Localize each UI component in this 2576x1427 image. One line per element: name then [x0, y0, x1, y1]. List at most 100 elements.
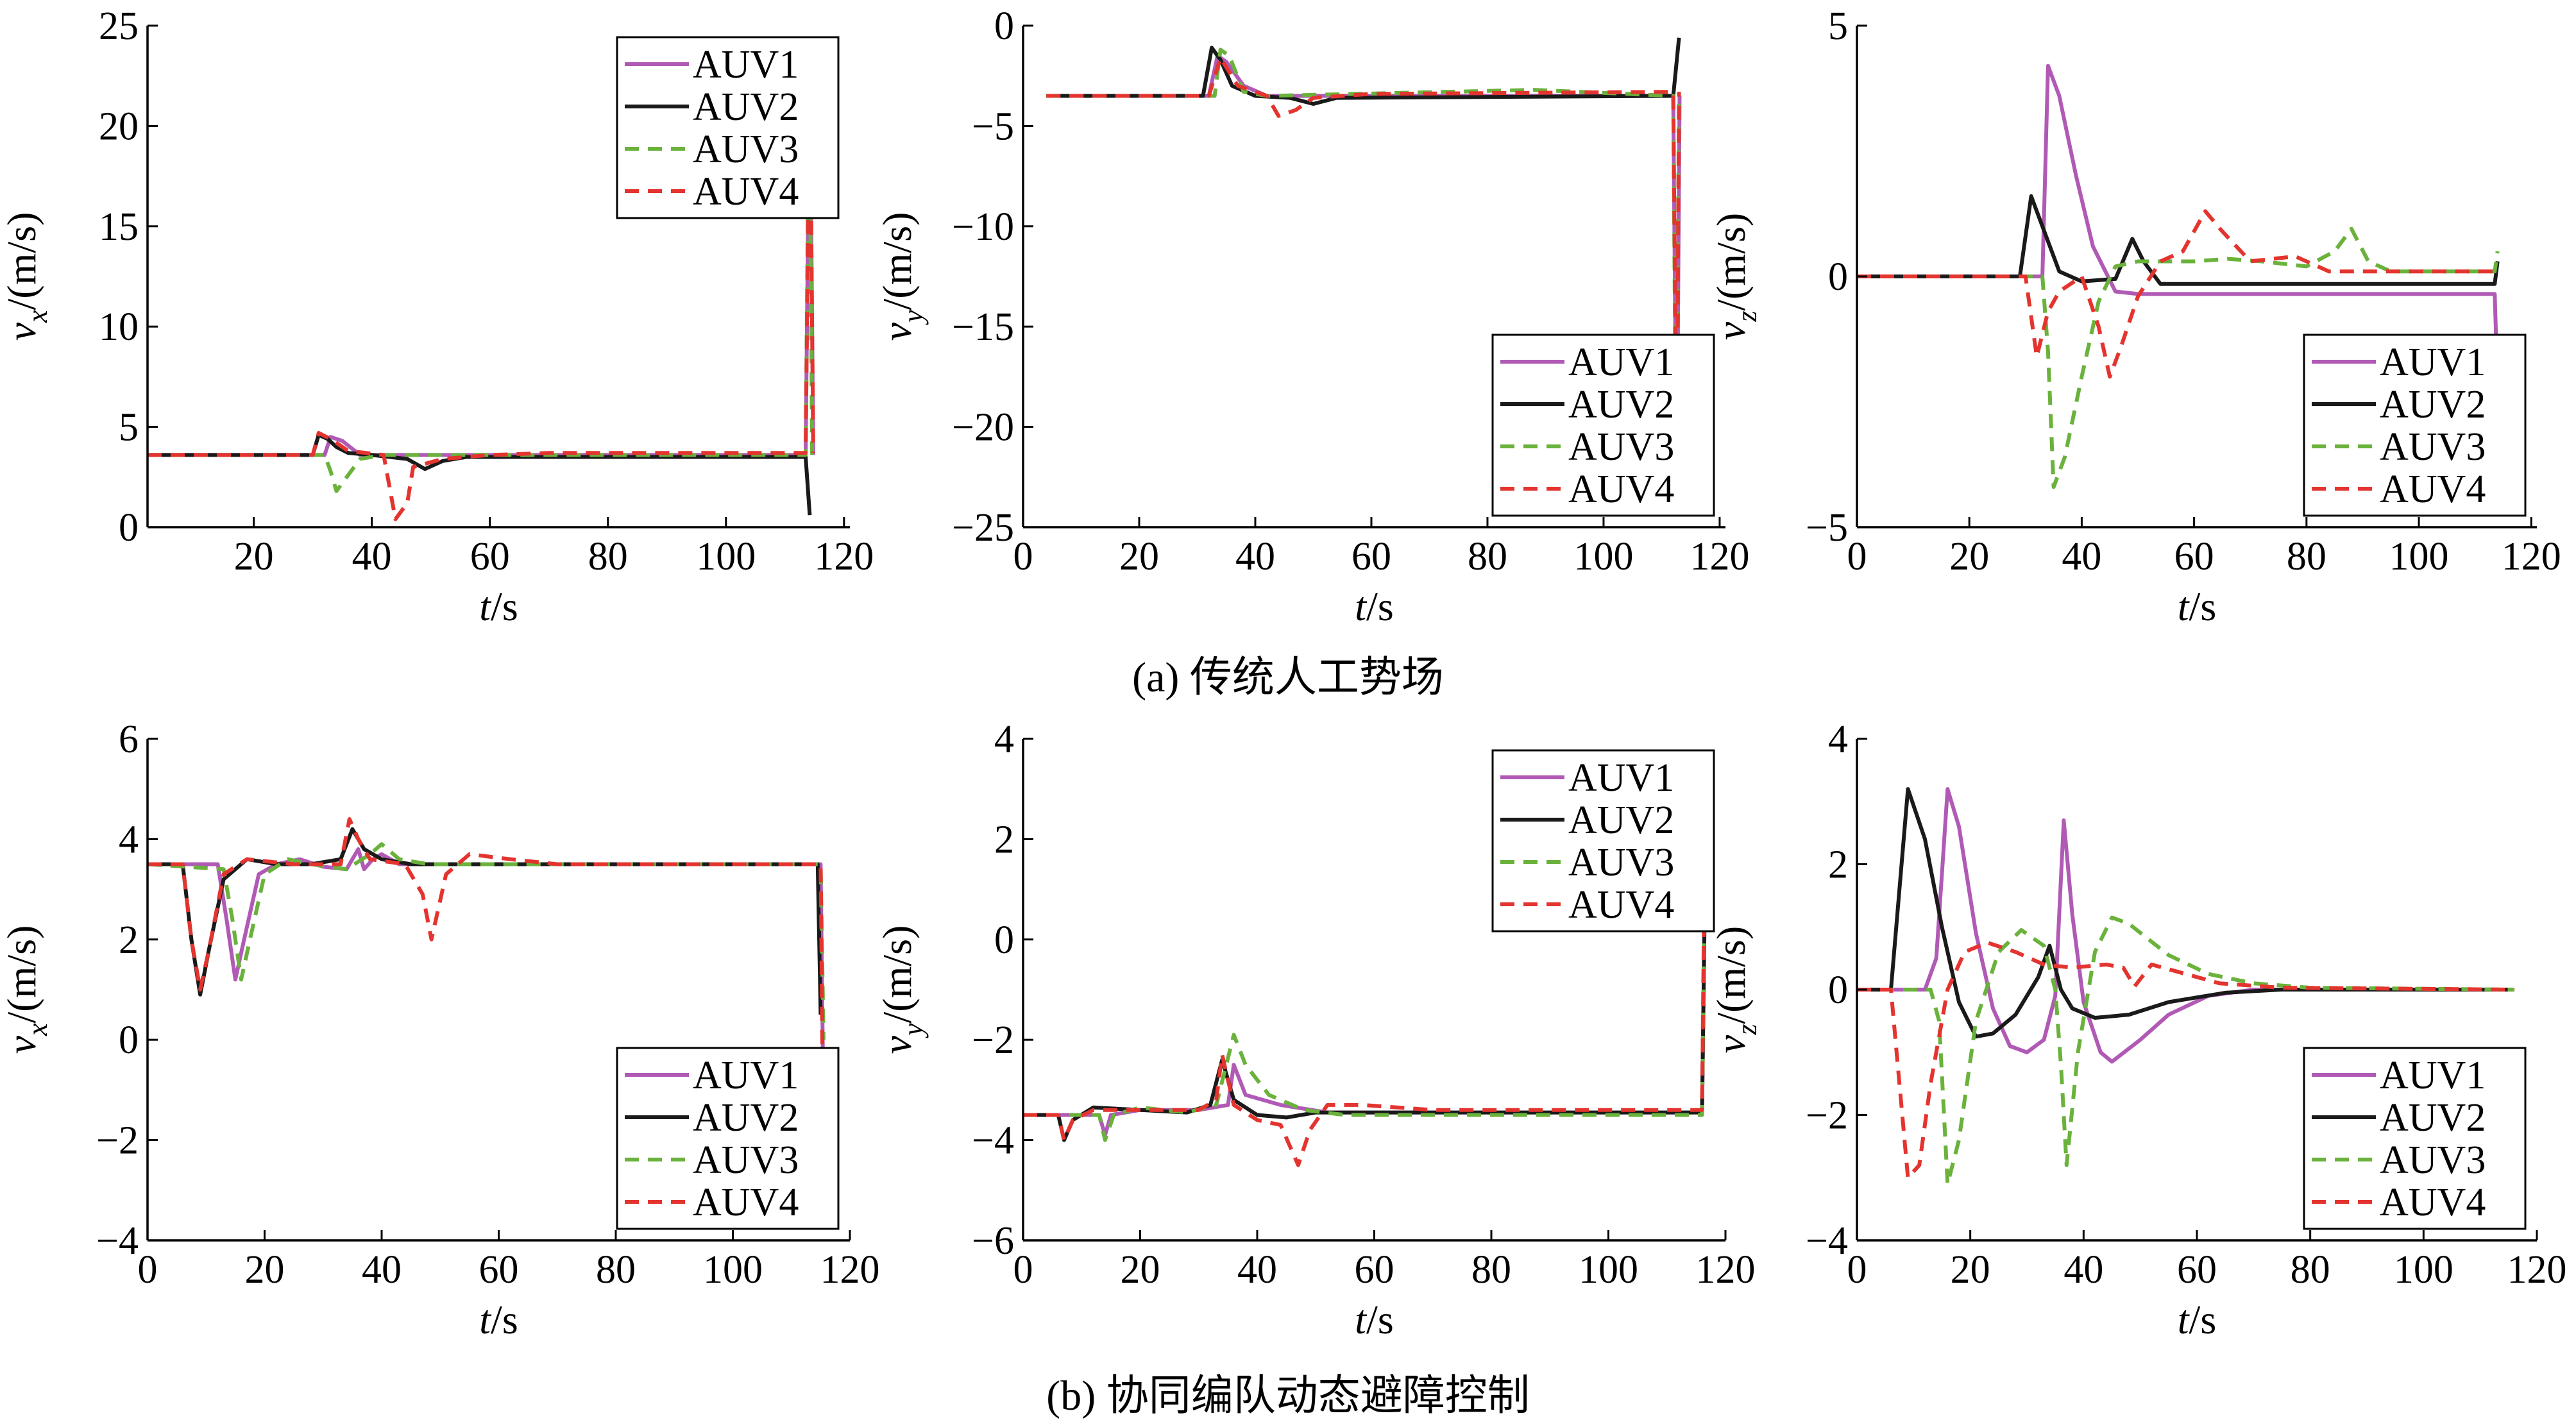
caption-a: (a) 传统人工势场 — [1132, 654, 1444, 701]
legend-label-auv4: AUV4 — [2380, 1181, 2486, 1224]
y-tick-label: −25 — [952, 506, 1014, 550]
x-tick-label: 0 — [138, 1248, 158, 1292]
series-line-auv3 — [1857, 915, 2514, 1186]
legend-label-auv3: AUV3 — [693, 128, 799, 171]
x-tick-label: 120 — [1690, 535, 1749, 578]
caption-b: (b) 协同编队动态避障控制 — [1046, 1372, 1529, 1419]
chart-panel-4: 0 20 40 60 80 100 120−4−20246t/svx/(m/s)AUV1AU… — [0, 718, 880, 1342]
y-tick-label: −5 — [1806, 506, 1848, 550]
series-line-auv4 — [1857, 209, 2498, 379]
x-tick-label: 80 — [2291, 1248, 2330, 1292]
y-tick-label: 10 — [99, 305, 139, 349]
x-tick-label: 120 — [2502, 535, 2561, 578]
x-tick-label: 20 — [1121, 1248, 1160, 1292]
x-tick-label: 60 — [2177, 1248, 2217, 1292]
legend-label-auv3: AUV3 — [693, 1138, 799, 1182]
y-tick-label: 25 — [99, 4, 139, 48]
legend-box — [616, 36, 840, 219]
series-line-auv2 — [1857, 194, 2500, 286]
series-line-auv1 — [1857, 63, 2500, 387]
y-axis-label: vx/(m/s) — [0, 925, 53, 1054]
legend-box — [616, 1047, 840, 1230]
x-tick-label: 100 — [1573, 535, 1633, 578]
y-tick-label: 4 — [119, 818, 139, 861]
legend-label-auv2: AUV2 — [1568, 383, 1674, 426]
y-tick-label: 2 — [994, 818, 1014, 861]
legend-label-auv1: AUV1 — [1568, 341, 1674, 384]
x-tick-label: 100 — [2389, 535, 2449, 578]
y-tick-label: 4 — [1828, 718, 1848, 761]
x-tick-label: 40 — [362, 1248, 402, 1292]
legend-label-auv2: AUV2 — [693, 85, 799, 129]
x-axis-label: t/s — [479, 584, 518, 629]
chart-panel-1: 20 40 60 80 100 1200510152025t/svx/(m/s)AUV1A… — [0, 4, 874, 629]
y-tick-label: 0 — [1828, 255, 1848, 299]
y-axis-label: vz/(m/s) — [1708, 926, 1763, 1053]
series-line-auv2 — [148, 433, 812, 516]
x-tick-label: 120 — [814, 535, 874, 578]
x-tick-label: 80 — [588, 535, 628, 578]
y-tick-label: 5 — [119, 406, 139, 450]
series-line-auv2 — [1857, 787, 2514, 1039]
legend-label-auv2: AUV2 — [2380, 383, 2486, 426]
x-axis-label: t/s — [1355, 1297, 1393, 1342]
x-tick-label: 0 — [1847, 1248, 1867, 1292]
chart-panel-3: 0 20 40 60 80 100 120−505t/svz/(m/s)AUV1AUV2AU… — [1708, 4, 2561, 629]
legend-label-auv1: AUV1 — [693, 43, 799, 87]
chart-panel-6: 0 20 40 60 80 100 120−4−2024t/svz/(m/s)AUV1AUV… — [1708, 718, 2567, 1342]
y-tick-label: −20 — [952, 406, 1014, 450]
legend-label-auv3: AUV3 — [1568, 425, 1674, 469]
x-tick-label: 80 — [1471, 1248, 1511, 1292]
series-line-auv3 — [147, 842, 826, 1040]
x-tick-label: 40 — [2063, 1248, 2103, 1292]
y-tick-label: −2 — [96, 1119, 139, 1163]
x-tick-label: 80 — [2287, 535, 2326, 578]
y-tick-label: 0 — [119, 1018, 139, 1062]
x-tick-label: 60 — [1352, 535, 1391, 578]
y-tick-label: 2 — [119, 918, 139, 962]
series-line-auv3 — [148, 58, 815, 493]
x-tick-label: 100 — [703, 1248, 763, 1292]
x-tick-label: 120 — [1696, 1248, 1756, 1292]
y-tick-label: 6 — [119, 718, 139, 761]
series-line-auv4 — [1046, 56, 1681, 479]
chart-panel-5: 0 20 40 60 80 100 120−6−4−2024t/svy/(m/s)AUV1A… — [874, 718, 1756, 1342]
x-tick-label: 20 — [1951, 1248, 1990, 1292]
x-tick-label: 80 — [1468, 535, 1507, 578]
legend-label-auv4: AUV4 — [693, 1181, 799, 1224]
y-tick-label: −15 — [952, 305, 1014, 349]
legend-label-auv3: AUV3 — [2380, 425, 2486, 469]
legend-label-auv3: AUV3 — [1568, 841, 1674, 884]
x-tick-label: 40 — [1237, 1248, 1277, 1292]
legend-label-auv2: AUV2 — [2380, 1096, 2486, 1140]
x-tick-label: 20 — [234, 535, 274, 578]
x-tick-label: 60 — [2174, 535, 2214, 578]
series-line-auv4 — [148, 817, 826, 1170]
y-tick-label: −4 — [972, 1119, 1014, 1163]
series-line-auv2 — [1023, 889, 1707, 1142]
legend-label-auv4: AUV4 — [693, 170, 799, 214]
legend-label-auv3: AUV3 — [2380, 1138, 2486, 1182]
x-tick-label: 100 — [2394, 1248, 2453, 1292]
x-tick-label: 100 — [1579, 1248, 1638, 1292]
legend-label-auv2: AUV2 — [693, 1096, 799, 1140]
x-tick-label: 40 — [352, 535, 392, 578]
x-tick-label: 120 — [820, 1248, 880, 1292]
x-tick-label: 0 — [1013, 1248, 1033, 1292]
y-tick-label: 0 — [1828, 968, 1848, 1012]
x-tick-label: 100 — [696, 535, 756, 578]
legend-box — [2303, 1047, 2527, 1230]
legend-label-auv1: AUV1 — [1568, 756, 1674, 800]
legend-box — [2303, 334, 2527, 517]
y-tick-label: 4 — [994, 718, 1014, 761]
x-tick-label: 120 — [2507, 1248, 2567, 1292]
y-tick-label: 0 — [994, 4, 1014, 48]
y-tick-label: 20 — [99, 105, 139, 148]
series-line-auv4 — [1857, 940, 2514, 1180]
chart-panel-2: 0 20 40 60 80 100 120 0 −5 −10 −15 −20 −25 t/s vy/(m/s… — [874, 4, 1749, 629]
series-line-auv4 — [148, 63, 815, 521]
